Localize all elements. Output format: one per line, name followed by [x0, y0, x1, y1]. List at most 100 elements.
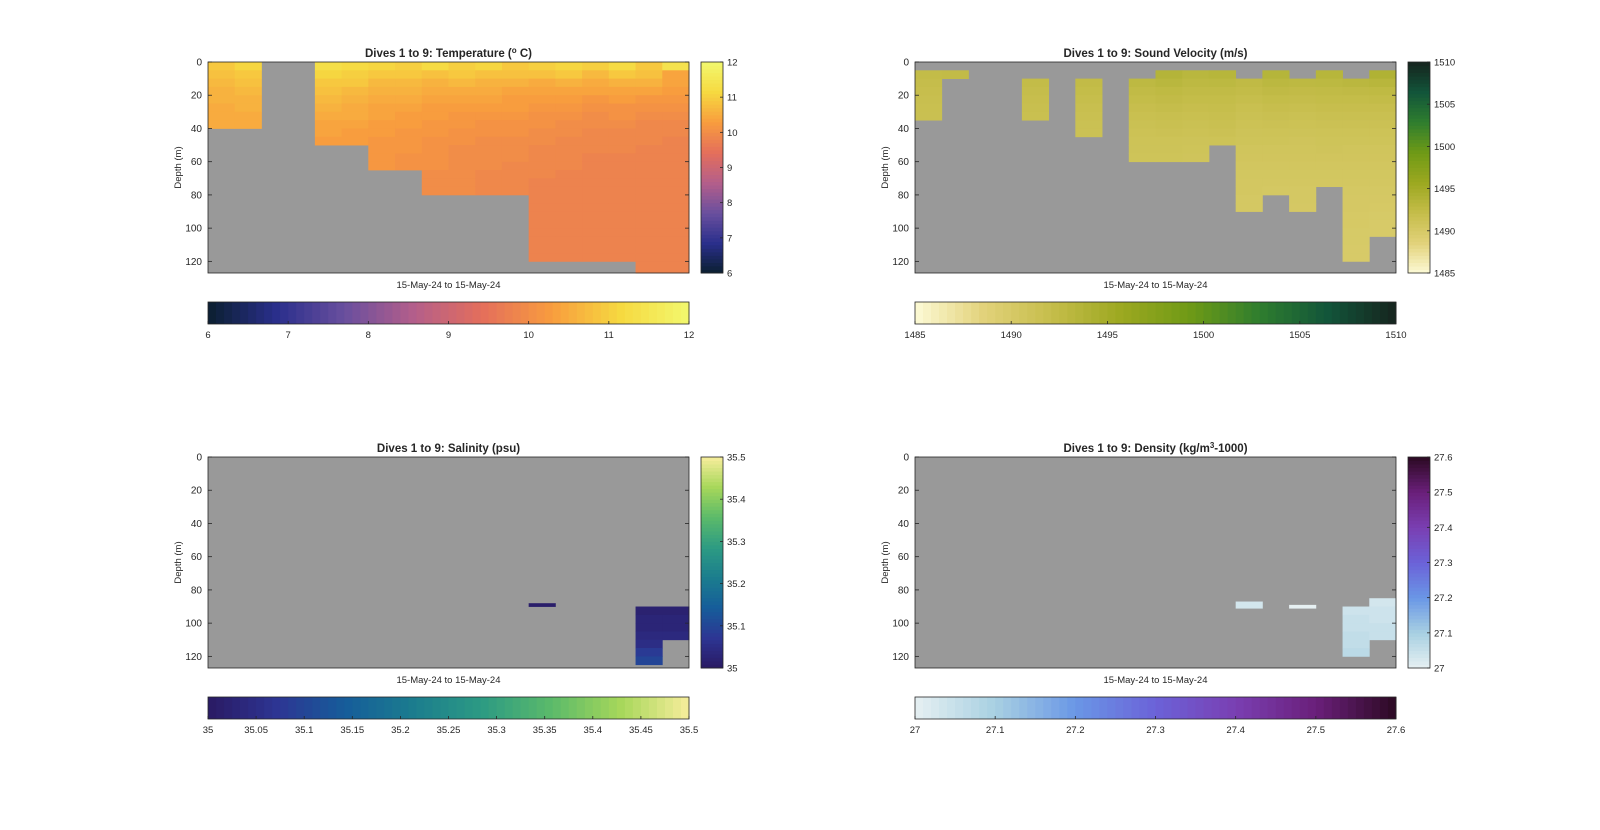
- heatmap-cell: [368, 95, 396, 104]
- heatmap-cell: [528, 153, 556, 163]
- horizontal-colorbar-segment: [384, 302, 393, 324]
- heatmap-cell: [635, 244, 663, 254]
- heatmap-cell: [1128, 111, 1156, 121]
- heatmap-cell: [528, 86, 556, 96]
- heatmap-cell: [208, 120, 236, 129]
- heatmap-cell: [1289, 95, 1317, 104]
- heatmap-cell: [448, 145, 476, 154]
- horizontal-colorbar-segment: [440, 697, 449, 719]
- heatmap-cell: [1128, 145, 1156, 154]
- heatmap-cell: [1342, 623, 1370, 632]
- horizontal-colorbar-segment: [971, 302, 980, 324]
- heatmap-cell: [662, 203, 690, 212]
- vertical-colorbar-segment: [1408, 618, 1430, 623]
- horizontal-colorbar-segment: [1355, 697, 1365, 719]
- vertical-colorbar-segment: [1408, 121, 1430, 126]
- chart-title-suffix: -1000): [1214, 443, 1247, 455]
- heatmap-cell: [314, 136, 343, 146]
- horizontal-colorbar-segment: [1387, 302, 1397, 324]
- y-tick-label: 60: [191, 157, 203, 168]
- y-tick-label: 20: [898, 91, 910, 102]
- heatmap-cell: [421, 145, 449, 154]
- vertical-colorbar-segment: [701, 132, 723, 137]
- heatmap-cell: [314, 120, 343, 129]
- horizontal-colorbar-tick-label: 1495: [1097, 330, 1118, 341]
- y-tick-label: 100: [892, 224, 909, 235]
- heatmap-cell: [234, 62, 262, 71]
- horizontal-colorbar-segment: [995, 697, 1004, 719]
- heatmap-cell: [915, 95, 943, 104]
- heatmap-cell: [528, 244, 556, 254]
- horizontal-colorbar-segment: [1331, 302, 1341, 324]
- heatmap-cell: [662, 606, 690, 616]
- heatmap-cell: [475, 136, 503, 146]
- horizontal-colorbar-segment: [923, 302, 932, 324]
- heatmap-cell: [208, 86, 236, 96]
- vertical-colorbar-segment: [701, 209, 723, 214]
- vertical-colorbar-segment: [701, 492, 723, 497]
- heatmap-cell: [582, 153, 610, 163]
- vertical-colorbar-segment: [701, 244, 723, 249]
- vertical-colorbar-segment: [1408, 265, 1430, 270]
- chart-title-text: Dives 1 to 9: Sound Velocity (m/s): [1063, 48, 1247, 60]
- heatmap-cell: [528, 111, 556, 121]
- vertical-colorbar-segment: [701, 611, 723, 616]
- horizontal-colorbar-segment: [616, 302, 626, 324]
- horizontal-colorbar-segment: [1203, 697, 1213, 719]
- heatmap-cell: [1208, 128, 1237, 138]
- vertical-colorbar-segment: [1408, 499, 1430, 504]
- heatmap-cell: [662, 78, 690, 88]
- chart-title: Dives 1 to 9: Salinity (psu): [377, 443, 520, 455]
- horizontal-colorbar-segment: [1227, 302, 1237, 324]
- y-tick-label: 40: [898, 124, 910, 135]
- horizontal-colorbar-segment: [432, 697, 441, 719]
- horizontal-colorbar-segment: [1059, 697, 1068, 719]
- heatmap-cell: [1289, 604, 1317, 609]
- vertical-colorbar-segment: [701, 174, 723, 179]
- vertical-colorbar-segment: [701, 516, 723, 521]
- horizontal-colorbar-segment: [448, 697, 458, 719]
- horizontal-colorbar-segment: [1003, 697, 1012, 719]
- vertical-colorbar-segment: [701, 471, 723, 476]
- vertical-colorbar-tick-label: 8: [727, 198, 732, 209]
- heatmap-cell: [1369, 120, 1397, 129]
- heatmap-cell: [582, 78, 610, 88]
- horizontal-colorbar-segment: [592, 302, 602, 324]
- chart-title-text: Dives 1 to 9: Temperature (: [365, 48, 512, 60]
- horizontal-colorbar-segment: [544, 697, 554, 719]
- heatmap-cell: [528, 145, 556, 154]
- heatmap-cell: [662, 145, 690, 154]
- heatmap-cell: [314, 86, 343, 96]
- heatmap-cell: [1182, 86, 1210, 96]
- heatmap-cell: [662, 136, 690, 146]
- horizontal-colorbar-segment: [1043, 697, 1052, 719]
- heatmap-cell: [635, 606, 663, 616]
- horizontal-colorbar-segment: [240, 697, 249, 719]
- vertical-colorbar-segment: [701, 125, 723, 130]
- vertical-colorbar-segment: [1408, 516, 1430, 521]
- vertical-colorbar-segment: [1408, 601, 1430, 606]
- heatmap-cell: [635, 194, 663, 204]
- horizontal-colorbar-segment: [1107, 302, 1116, 324]
- vertical-colorbar-segment: [1408, 657, 1430, 662]
- vertical-colorbar-segment: [701, 629, 723, 634]
- vertical-colorbar-segment: [701, 527, 723, 532]
- vertical-colorbar-segment: [701, 601, 723, 606]
- vertical-colorbar-segment: [701, 195, 723, 200]
- vertical-colorbar-segment: [1408, 241, 1430, 246]
- heatmap-cell: [1128, 95, 1156, 104]
- heatmap-cell: [915, 103, 943, 113]
- vertical-colorbar-segment: [1408, 492, 1430, 497]
- x-axis-label: 15-May-24 to 15-May-24: [1103, 280, 1207, 291]
- heatmap-cell: [662, 95, 690, 104]
- horizontal-colorbar-segment: [963, 697, 972, 719]
- heatmap-cell: [1342, 211, 1370, 221]
- heatmap-cell: [1289, 128, 1317, 138]
- vertical-colorbar-segment: [1408, 509, 1430, 514]
- heatmap-cell: [1075, 78, 1103, 88]
- horizontal-colorbar-segment: [480, 302, 490, 324]
- heatmap-cell: [368, 136, 396, 146]
- heatmap-cell: [608, 203, 636, 212]
- vertical-colorbar-segment: [701, 478, 723, 483]
